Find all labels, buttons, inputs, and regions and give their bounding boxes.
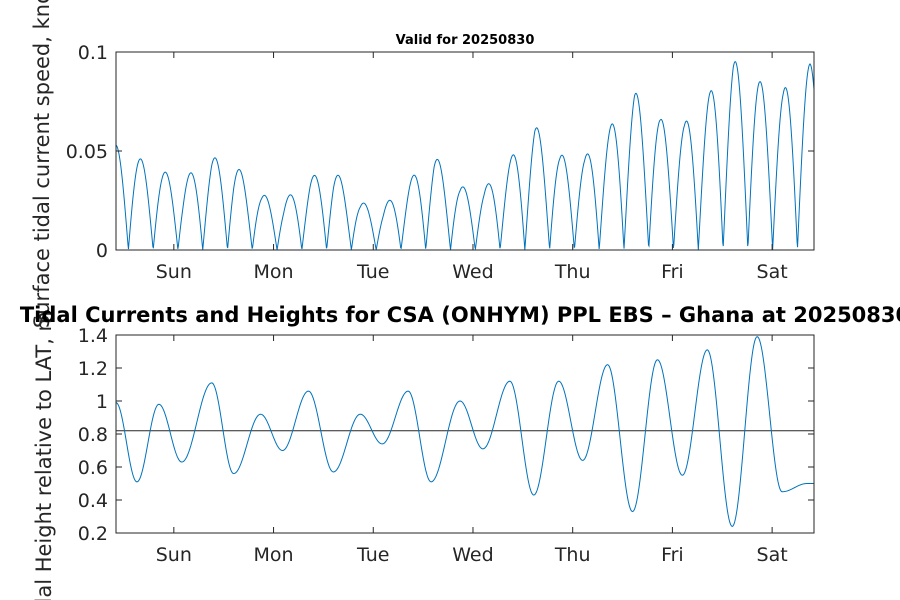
y-tick-label: 0.05	[66, 141, 108, 163]
tide-height-axis-label: Tidal Height relative to LAT, m	[32, 311, 56, 600]
y-tick-label: 0	[96, 240, 108, 262]
x-tick-label: Sat	[757, 544, 788, 566]
x-tick-label: Wed	[452, 544, 493, 566]
x-tick-label: Tue	[356, 544, 389, 566]
figure-title: Tidal Currents and Heights for CSA (ONHY…	[20, 303, 900, 327]
current-speed-panel: Sun Mon Tue Wed Thu Fri Sat 0 0.05 0.1 Valid for …	[66, 33, 815, 283]
tide-height-panel: Sun Mon Tue Wed Thu Fri Sat 0.2 0.4 0.6 0.8 1 1.2 1.4	[78, 325, 815, 566]
y-tick-label: 0.6	[78, 457, 108, 479]
x-tick-label: Wed	[452, 261, 493, 283]
y-tick-label: 0.1	[78, 42, 108, 64]
current-panel-title: Valid for 20250830	[396, 33, 535, 48]
current-speed-axis-label: Surface tidal current speed, knots	[30, 0, 54, 328]
y-tick-label: 0.4	[78, 490, 108, 512]
x-tick-label: Mon	[254, 544, 294, 566]
x-tick-label: Thu	[554, 544, 591, 566]
y-tick-label: 1	[96, 391, 108, 413]
x-tick-label: Fri	[661, 261, 684, 283]
x-tick-label: Mon	[254, 261, 294, 283]
tide-height-line	[115, 336, 814, 527]
y-tick-label: 1.2	[78, 358, 108, 380]
x-tick-label: Sun	[156, 544, 192, 566]
x-tick-label: Fri	[661, 544, 684, 566]
x-tick-label: Tue	[356, 261, 389, 283]
y-tick-label: 0.8	[78, 424, 108, 446]
x-tick-label: Thu	[554, 261, 591, 283]
current-speed-line	[115, 61, 815, 251]
y-tick-label: 0.2	[78, 523, 108, 545]
x-tick-label: Sat	[757, 261, 788, 283]
y-tick-label: 1.4	[78, 325, 108, 347]
x-tick-label: Sun	[156, 261, 192, 283]
